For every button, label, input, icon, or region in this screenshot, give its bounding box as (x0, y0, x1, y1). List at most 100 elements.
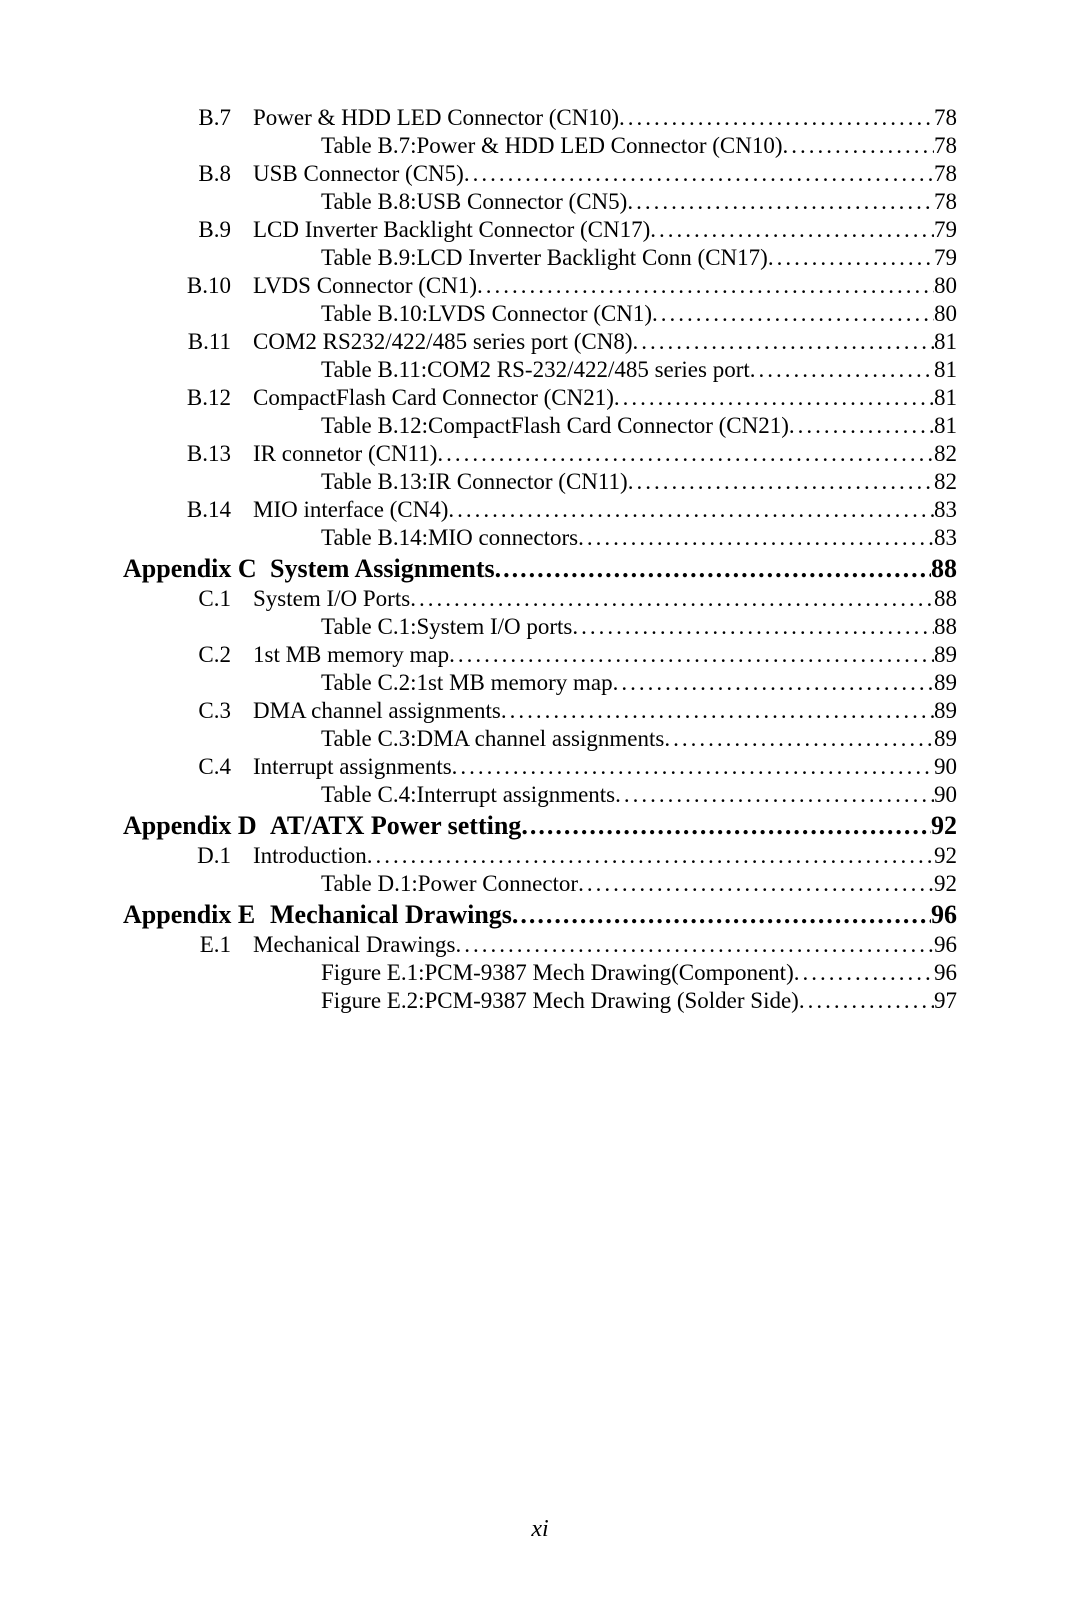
toc-section-line: B.7Power & HDD LED Connector (CN10).....… (123, 105, 957, 131)
dot-leader: ........................................… (613, 670, 934, 696)
dot-leader: ........................................… (452, 754, 934, 780)
section-title: DMA channel assignments (253, 698, 501, 724)
page-number: 83 (934, 525, 957, 551)
page-number: 90 (934, 754, 957, 780)
section-number: B.8 (123, 161, 253, 187)
page-number: 80 (934, 273, 957, 299)
toc-section-line: B.12CompactFlash Card Connector (CN21) .… (123, 385, 957, 411)
toc-table-line: Table B.14:MIO connectors...............… (123, 525, 957, 551)
toc-table-line: Figure E.2:PCM-9387 Mech Drawing (Solder… (123, 988, 957, 1014)
dot-leader: ........................................… (664, 726, 934, 752)
table-title: Table C.1:System I/O ports (321, 614, 572, 640)
table-title: Table B.9:LCD Inverter Backlight Conn (C… (321, 245, 768, 271)
page-number: 89 (934, 698, 957, 724)
section-title: System I/O Ports (253, 586, 410, 612)
page-number: 96 (931, 900, 957, 930)
dot-leader: ........................................… (367, 843, 934, 869)
page-number: 81 (934, 413, 957, 439)
section-number: B.13 (123, 441, 253, 467)
table-title: Table B.12:CompactFlash Card Connector (… (321, 413, 789, 439)
toc-table-line: Table B.12:CompactFlash Card Connector (… (123, 413, 957, 439)
page-number: 81 (934, 329, 957, 355)
page-number: 88 (934, 586, 957, 612)
table-title: Figure E.2:PCM-9387 Mech Drawing (Solder… (321, 988, 799, 1014)
section-title: LVDS Connector (CN1) (253, 273, 477, 299)
table-title: Figure E.1:PCM-9387 Mech Drawing(Compone… (321, 960, 794, 986)
toc-section-line: D.1Introduction.........................… (123, 843, 957, 869)
page-footer: xi (531, 1516, 548, 1543)
toc-section-line: B.9LCD Inverter Backlight Connector (CN1… (123, 217, 957, 243)
page-number: 88 (934, 614, 957, 640)
table-title: Table B.7:Power & HDD LED Connector (CN1… (321, 133, 783, 159)
page-number: 81 (934, 385, 957, 411)
appendix-number: Appendix D (123, 811, 270, 841)
dot-leader: ........................................… (578, 525, 934, 551)
dot-leader: ........................................… (789, 413, 934, 439)
appendix-title: AT/ATX Power setting (270, 811, 521, 841)
toc-section-line: B.11COM2 RS232/422/485 series port (CN8)… (123, 329, 957, 355)
section-number: C.1 (123, 586, 253, 612)
dot-leader: ........................................… (650, 217, 934, 243)
toc-section-line: C.1System I/O Ports.....................… (123, 586, 957, 612)
section-number: C.4 (123, 754, 253, 780)
page-number: 89 (934, 642, 957, 668)
section-title: Mechanical Drawings (253, 932, 455, 958)
table-title: Table B.11:COM2 RS-232/422/485 series po… (321, 357, 750, 383)
section-title: LCD Inverter Backlight Connector (CN17) (253, 217, 650, 243)
section-number: B.14 (123, 497, 253, 523)
dot-leader: ........................................… (410, 586, 934, 612)
dot-leader: ........................................… (455, 932, 934, 958)
dot-leader: ........................................… (449, 642, 934, 668)
toc-table-line: Table B.13:IR Connector (CN11)..........… (123, 469, 957, 495)
toc-appendix-line: Appendix CSystem Assignments............… (123, 554, 957, 584)
appendix-number: Appendix E (123, 900, 270, 930)
dot-leader: ........................................… (783, 133, 934, 159)
toc-section-line: B.13IR connetor (CN11)..................… (123, 441, 957, 467)
page-number: 79 (934, 245, 957, 271)
toc-appendix-line: Appendix DAT/ATX Power setting..........… (123, 811, 957, 841)
dot-leader: ........................................… (578, 871, 934, 897)
dot-leader: ........................................… (652, 301, 934, 327)
dot-leader: ........................................… (750, 357, 934, 383)
toc-table-line: Table B.11:COM2 RS-232/422/485 series po… (123, 357, 957, 383)
page-number: 97 (934, 988, 957, 1014)
page-number: 80 (934, 301, 957, 327)
table-title: Table B.14:MIO connectors (321, 525, 578, 551)
page-number: 92 (934, 871, 957, 897)
table-title: Table C.3:DMA channel assignments (321, 726, 664, 752)
toc-table-line: Table C.1:System I/O ports..............… (123, 614, 957, 640)
page-number: 82 (934, 469, 957, 495)
page-number: 83 (934, 497, 957, 523)
section-number: D.1 (123, 843, 253, 869)
dot-leader: ........................................… (512, 900, 931, 930)
toc-section-line: B.10LVDS Connector (CN1)................… (123, 273, 957, 299)
page-number: 81 (934, 357, 957, 383)
toc-table-line: Table C.3:DMA channel assignments.......… (123, 726, 957, 752)
dot-leader: ........................................… (768, 245, 934, 271)
dot-leader: ........................................… (572, 614, 934, 640)
dot-leader: ........................................… (464, 161, 934, 187)
section-number: E.1 (123, 932, 253, 958)
page-number: 88 (931, 554, 957, 584)
dot-leader: ........................................… (477, 273, 934, 299)
toc-section-line: C.21st MB memory map....................… (123, 642, 957, 668)
dot-leader: ........................................… (619, 105, 934, 131)
table-title: Table D.1:Power Connector (321, 871, 578, 897)
appendix-number: Appendix C (123, 554, 270, 584)
page-number: 92 (934, 843, 957, 869)
page-number: 96 (934, 960, 957, 986)
section-number: C.2 (123, 642, 253, 668)
toc-table-line: Figure E.1:PCM-9387 Mech Drawing(Compone… (123, 960, 957, 986)
section-title: IR connetor (CN11) (253, 441, 437, 467)
section-title: CompactFlash Card Connector (CN21) (253, 385, 614, 411)
toc-table-line: Table B.10:LVDS Connector (CN1).........… (123, 301, 957, 327)
section-number: B.10 (123, 273, 253, 299)
page-number: 92 (931, 811, 957, 841)
appendix-title: System Assignments (270, 554, 495, 584)
table-title: Table B.13:IR Connector (CN11) (321, 469, 628, 495)
table-title: Table B.10:LVDS Connector (CN1) (321, 301, 652, 327)
toc-appendix-line: Appendix EMechanical Drawings...........… (123, 900, 957, 930)
dot-leader: ........................................… (614, 385, 934, 411)
page-number: 96 (934, 932, 957, 958)
dot-leader: ........................................… (437, 441, 934, 467)
